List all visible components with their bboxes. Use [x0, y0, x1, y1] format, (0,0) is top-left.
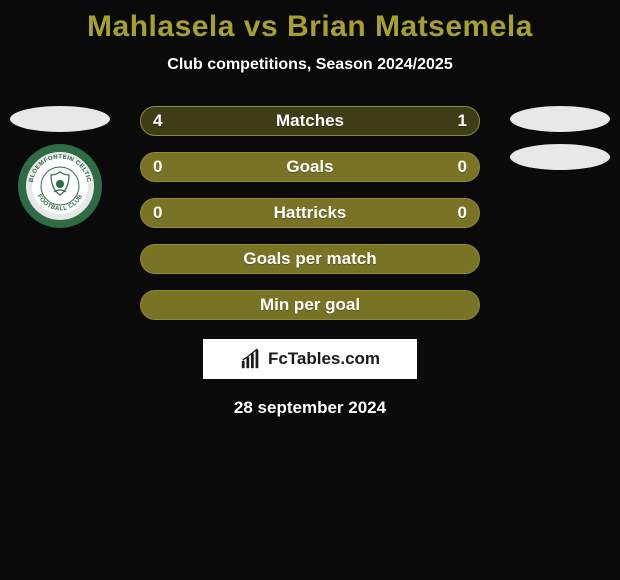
- stat-label: Hattricks: [274, 203, 347, 223]
- stat-value-right: 0: [458, 157, 467, 177]
- content-area: BLOEMFONTEIN CELTIC FOOTBALL CLUB 4 Match…: [0, 106, 620, 418]
- player2-avatar-placeholder: [510, 106, 610, 132]
- page-subtitle: Club competitions, Season 2024/2025: [167, 56, 452, 74]
- stat-bar: 0 Goals 0: [140, 152, 480, 182]
- stat-bar: Goals per match: [140, 244, 480, 274]
- right-player-column: [500, 106, 620, 170]
- player1-club-badge: BLOEMFONTEIN CELTIC FOOTBALL CLUB: [18, 144, 102, 228]
- player2-club-placeholder: [510, 144, 610, 170]
- stat-label: Goals per match: [243, 249, 376, 269]
- stat-bar: Min per goal: [140, 290, 480, 320]
- stat-bar: 4 Matches 1: [140, 106, 480, 136]
- stat-value-right: 0: [458, 203, 467, 223]
- stat-bars: 4 Matches 1 0 Goals 0 0 Hattricks 0 Goals per mat…: [140, 106, 480, 320]
- player1-avatar-placeholder: [10, 106, 110, 132]
- stat-label: Matches: [276, 111, 344, 131]
- left-player-column: BLOEMFONTEIN CELTIC FOOTBALL CLUB: [0, 106, 120, 228]
- stat-value-left: 0: [153, 203, 162, 223]
- svg-text:FOOTBALL CLUB: FOOTBALL CLUB: [36, 193, 85, 212]
- date-text: 28 september 2024: [0, 398, 620, 418]
- stat-label: Min per goal: [260, 295, 360, 315]
- stat-label: Goals: [286, 157, 333, 177]
- comparison-card: Mahlasela vs Brian Matsemela Club compet…: [0, 0, 620, 580]
- svg-text:BLOEMFONTEIN CELTIC: BLOEMFONTEIN CELTIC: [29, 154, 92, 183]
- club-badge-text: BLOEMFONTEIN CELTIC FOOTBALL CLUB: [26, 152, 94, 220]
- page-title: Mahlasela vs Brian Matsemela: [87, 10, 533, 44]
- branding-box: FcTables.com: [202, 338, 418, 380]
- branding-text: FcTables.com: [268, 349, 380, 369]
- stat-value-left: 0: [153, 157, 162, 177]
- stat-bar: 0 Hattricks 0: [140, 198, 480, 228]
- bar-fill-right: [411, 107, 479, 135]
- stat-value-right: 1: [458, 111, 467, 131]
- stat-value-left: 4: [153, 111, 162, 131]
- fctables-logo-icon: [240, 348, 262, 370]
